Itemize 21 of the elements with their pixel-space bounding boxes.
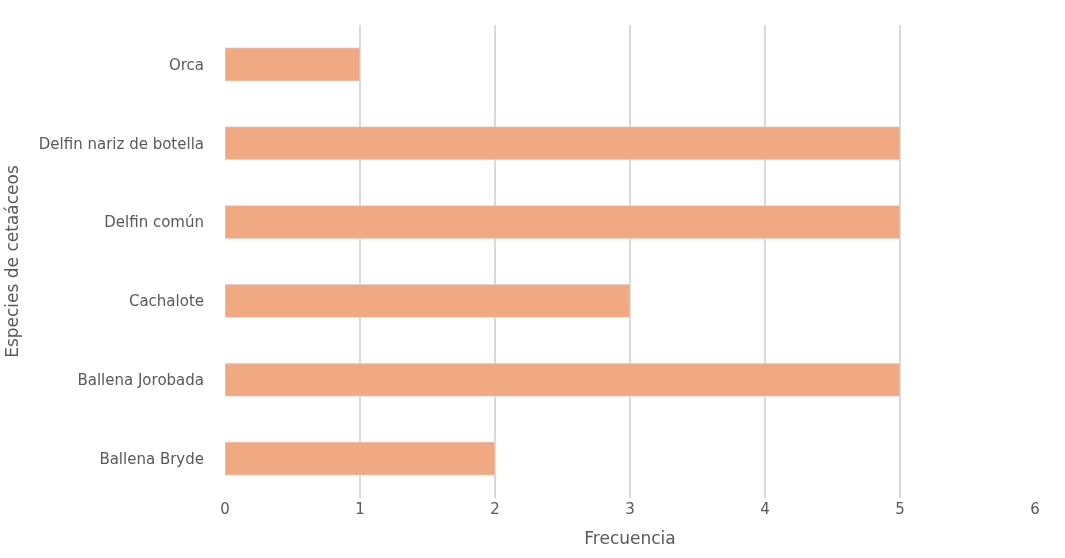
x-tick-label: 4 [760, 500, 770, 518]
x-tick-label: 3 [625, 500, 635, 518]
x-tick-label: 1 [355, 500, 365, 518]
bar [225, 126, 901, 161]
x-axis-title: Frecuencia [584, 528, 676, 549]
bar [225, 441, 496, 476]
bar [225, 205, 901, 239]
bar [225, 284, 631, 318]
bar [225, 47, 361, 82]
y-tick-label: Orca [168, 55, 204, 74]
y-tick-label: Delfin común [104, 213, 204, 232]
x-tick-label: 5 [895, 500, 905, 518]
bar [225, 362, 901, 397]
x-tick-label: 0 [220, 500, 230, 518]
x-tick-label: 6 [1030, 500, 1040, 518]
y-tick-label: Cachalote [128, 292, 204, 311]
y-axis-title: Especies de cetaáceos [2, 165, 23, 358]
y-tick-label: Ballena Jorobada [77, 371, 204, 389]
y-tick-label: Delfin nariz de botella [38, 134, 204, 153]
x-tick-label: 2 [490, 500, 500, 518]
y-tick-label: Ballena Bryde [99, 449, 204, 468]
